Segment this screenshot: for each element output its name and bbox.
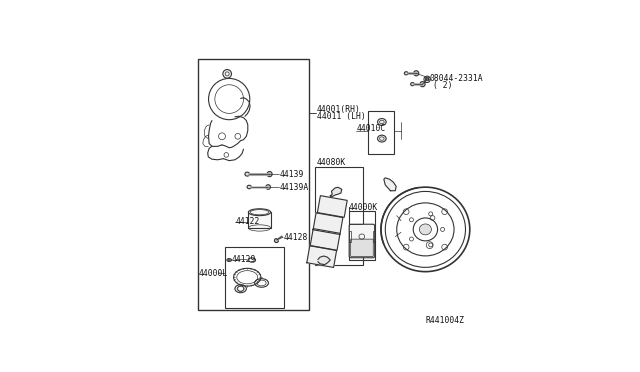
Circle shape	[267, 171, 272, 177]
Bar	[367, 111, 394, 154]
Text: 44011 (LH): 44011 (LH)	[317, 112, 365, 121]
Ellipse shape	[248, 209, 271, 216]
Text: 44139: 44139	[279, 170, 304, 179]
Text: 44139A: 44139A	[279, 183, 308, 192]
Text: 44128: 44128	[284, 233, 308, 242]
Bar	[315, 167, 363, 265]
Bar	[248, 212, 271, 228]
Circle shape	[424, 76, 430, 83]
Ellipse shape	[245, 172, 250, 176]
Polygon shape	[313, 213, 343, 234]
Bar	[225, 247, 284, 308]
Polygon shape	[384, 178, 396, 191]
Polygon shape	[318, 256, 330, 264]
Circle shape	[275, 238, 278, 243]
Text: 44129: 44129	[232, 255, 257, 264]
Bar	[373, 231, 375, 242]
Polygon shape	[317, 196, 347, 217]
Ellipse shape	[378, 135, 386, 142]
FancyBboxPatch shape	[351, 239, 373, 257]
Text: 44000K: 44000K	[349, 203, 378, 212]
Text: 08044-2331A: 08044-2331A	[429, 74, 483, 83]
Text: 44000L: 44000L	[198, 269, 227, 278]
Ellipse shape	[411, 83, 414, 86]
Text: ( 2): ( 2)	[433, 81, 452, 90]
Bar	[198, 59, 309, 311]
Circle shape	[413, 71, 419, 76]
Text: B: B	[425, 77, 429, 82]
Text: 44122: 44122	[236, 217, 260, 226]
Bar	[349, 231, 351, 242]
Bar	[349, 211, 375, 260]
Polygon shape	[310, 228, 340, 250]
Polygon shape	[307, 246, 337, 267]
Text: R441004Z: R441004Z	[426, 316, 465, 325]
Ellipse shape	[404, 72, 408, 75]
Text: 44010C: 44010C	[356, 124, 386, 133]
Circle shape	[266, 185, 271, 189]
Circle shape	[420, 81, 425, 87]
FancyBboxPatch shape	[349, 224, 374, 258]
Circle shape	[223, 70, 232, 78]
Ellipse shape	[247, 185, 252, 189]
Text: 44080K: 44080K	[317, 158, 346, 167]
Ellipse shape	[419, 224, 431, 235]
Ellipse shape	[378, 119, 386, 125]
Text: 44001(RH): 44001(RH)	[317, 105, 361, 114]
Polygon shape	[330, 187, 342, 196]
